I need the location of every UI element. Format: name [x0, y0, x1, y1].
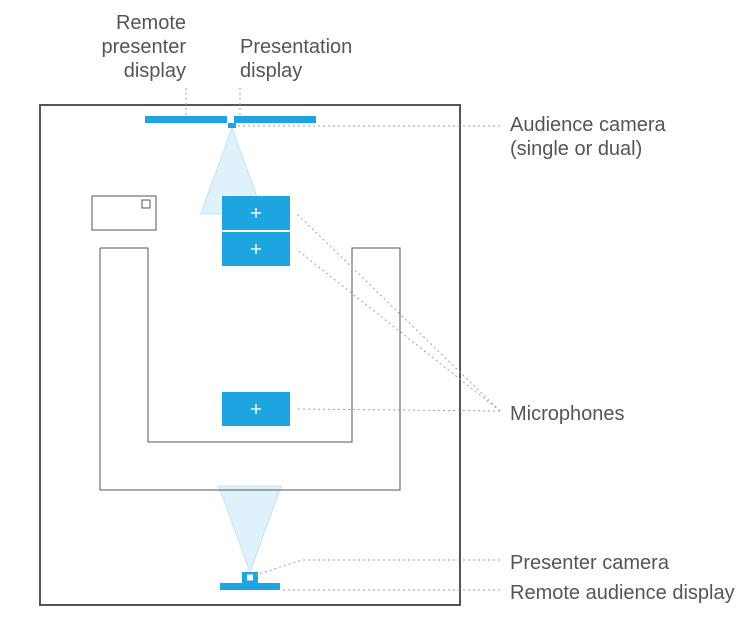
- codec-device: [92, 196, 156, 230]
- label-audience-camera: Audience camera(single or dual): [510, 114, 667, 160]
- label-remote-audience-display: Remote audience display: [510, 582, 735, 604]
- label-presentation-display: Presentationdisplay: [240, 36, 352, 82]
- label-microphones: Microphones: [510, 403, 625, 425]
- remote-audience-display: [220, 583, 280, 590]
- leader-microphone-3: [296, 409, 500, 411]
- audience-camera-icon: [228, 123, 236, 128]
- codec-device-detail: [142, 200, 150, 208]
- leader-microphone-1: [296, 213, 500, 411]
- label-presenter-camera: Presenter camera: [510, 552, 670, 574]
- leader-microphone-2: [296, 249, 500, 411]
- leader-presenter-camera: [256, 560, 500, 575]
- remote-presenter-display: [145, 116, 227, 123]
- presenter-camera-lens: [247, 575, 253, 581]
- conference-table: [100, 248, 400, 490]
- presenter-camera-fov: [219, 486, 282, 572]
- presentation-display: [234, 116, 316, 123]
- label-remote-presenter-display: Remotepresenterdisplay: [102, 12, 187, 82]
